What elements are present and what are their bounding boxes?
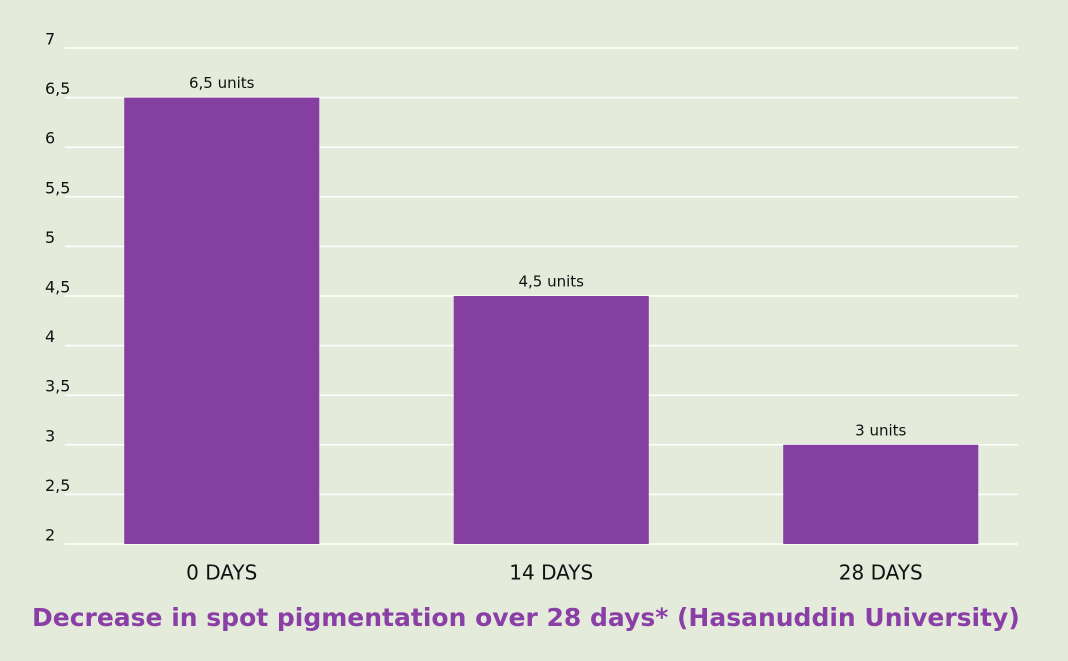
y-tick-label: 4 — [45, 327, 55, 346]
bar — [124, 97, 320, 544]
y-tick-label: 5,5 — [45, 178, 70, 197]
y-tick-label: 4,5 — [45, 278, 70, 297]
y-tick-label: 5 — [45, 228, 55, 247]
value-label: 3 units — [855, 421, 906, 439]
x-tick-label: 14 DAYS — [509, 561, 593, 585]
y-tick-label: 2,5 — [45, 476, 70, 495]
bar — [783, 444, 979, 544]
chart-title: Decrease in spot pigmentation over 28 da… — [32, 603, 1020, 632]
value-label: 4,5 units — [518, 273, 584, 291]
y-tick-label: 7 — [45, 30, 55, 49]
y-tick-label: 6,5 — [45, 79, 70, 98]
bar — [453, 296, 649, 544]
y-tick-label: 6 — [45, 129, 55, 148]
y-tick-label: 2 — [45, 526, 55, 545]
x-tick-label: 28 DAYS — [839, 561, 923, 585]
y-tick-label: 3 — [45, 426, 55, 445]
value-label: 6,5 units — [189, 74, 255, 92]
x-tick-label: 0 DAYS — [186, 561, 257, 585]
y-tick-label: 3,5 — [45, 377, 70, 396]
